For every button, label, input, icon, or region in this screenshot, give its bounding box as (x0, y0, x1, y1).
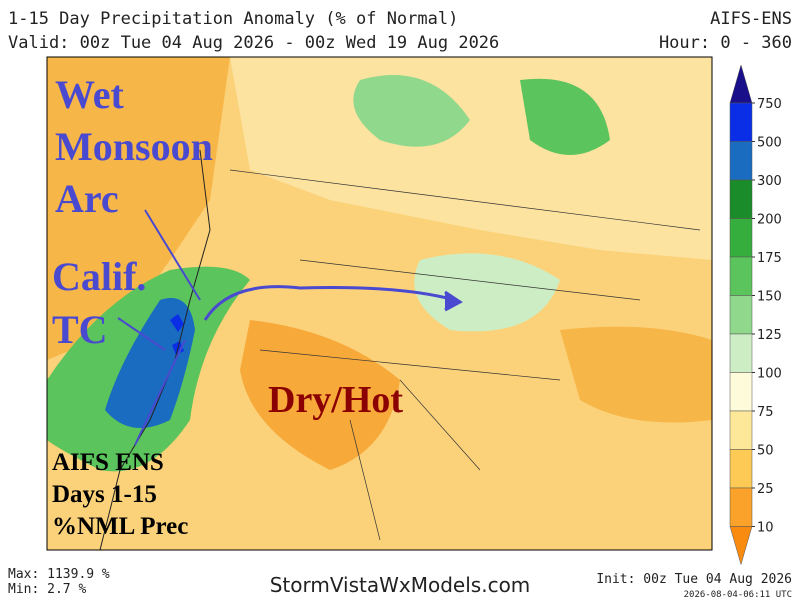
colorbar-label: 125 (757, 328, 782, 343)
annotation: Monsoon (55, 124, 213, 169)
min-value: Min: 2.7 % (8, 582, 86, 597)
colorbar-label: 50 (757, 444, 774, 459)
colorbar-label: 75 (757, 405, 774, 420)
colorbar-arrow (729, 526, 753, 566)
annotation: Days 1-15 (52, 481, 157, 508)
colorbar-arrow (729, 64, 753, 104)
annotation: Wet (55, 72, 125, 117)
annotation: Arc (55, 176, 119, 221)
colorbar-segment (729, 102, 753, 142)
colorbar: 750 500 300 200 175 150 125 100 75 50 25 10 (729, 64, 782, 566)
annotation: Calif. (52, 254, 146, 299)
init-time: Init: 00z Tue 04 Aug 2026 (596, 572, 792, 587)
annotation: Dry/Hot (268, 379, 403, 421)
annotation-arrows (117, 209, 463, 446)
colorbar-label: 100 (757, 367, 782, 382)
annotation: TC (52, 307, 108, 352)
colorbar-segment (729, 449, 753, 489)
map (46, 56, 713, 551)
colorbar-segment (729, 372, 753, 412)
colorbar-segment (729, 218, 753, 258)
colorbar-label: 200 (757, 213, 782, 228)
colorbar-segment (729, 333, 753, 373)
max-value: Max: 1139.9 % (8, 567, 110, 582)
site-name: StormVistaWxModels.com (270, 573, 531, 597)
colorbar-label: 750 (757, 97, 782, 112)
colorbar-label: 300 (757, 174, 782, 189)
timestamp: 2026-08-04-06:11 UTC (684, 590, 792, 600)
valid-time: Valid: 00z Tue 04 Aug 2026 - 00z Wed 19 … (8, 33, 499, 53)
forecast-hours: Hour: 0 - 360 (659, 33, 792, 53)
colorbar-segment (729, 256, 753, 296)
colorbar-label: 25 (757, 482, 774, 497)
title: 1-15 Day Precipitation Anomaly (% of Nor… (8, 9, 458, 29)
annotation: AIFS ENS (52, 449, 164, 476)
colorbar-segment (729, 141, 753, 181)
colorbar-segment (729, 487, 753, 527)
colorbar-label: 10 (757, 521, 774, 536)
model-name: AIFS-ENS (710, 9, 792, 29)
annotation: %NML Prec (52, 513, 188, 540)
colorbar-label: 500 (757, 136, 782, 151)
colorbar-label: 175 (757, 251, 782, 266)
colorbar-segment (729, 410, 753, 450)
colorbar-segment (729, 179, 753, 219)
colorbar-segment (729, 295, 753, 335)
colorbar-label: 150 (757, 290, 782, 305)
